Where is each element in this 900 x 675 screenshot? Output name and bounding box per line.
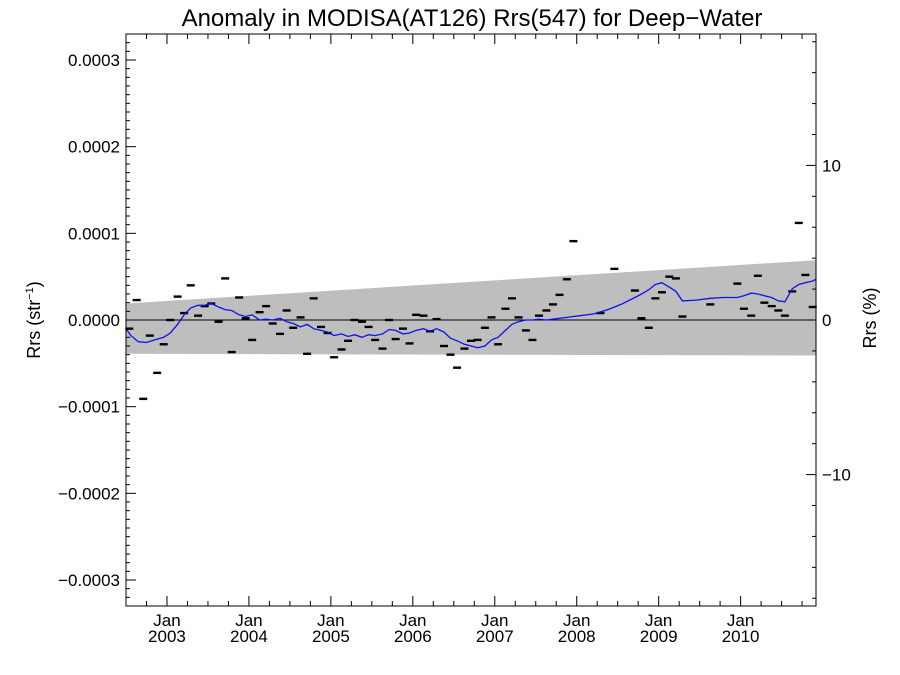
x-tick-year-label: 2003 <box>148 627 186 646</box>
axes-layer: 0.0003 0.0002 0.0001 0.0000 −0.0001 −0.0002 −0… <box>58 33 851 646</box>
x-tick-month-label: Jan <box>645 611 672 630</box>
chart-title: Anomaly in MODISA(AT126) Rrs(547) for De… <box>182 5 763 32</box>
y-left-tick-label: 0.0001 <box>68 224 120 243</box>
y-left-tick-label: 0.0003 <box>68 51 120 70</box>
x-tick-month-label: Jan <box>153 611 180 630</box>
x-tick-month-label: Jan <box>481 611 508 630</box>
confidence-band-layer <box>126 260 816 356</box>
y-left-tick-label: 0.0002 <box>68 138 120 157</box>
y-left-label-sup: −1 <box>24 287 36 300</box>
x-tick-year-label: 2004 <box>230 627 268 646</box>
y-left-tick-label: −0.0001 <box>58 398 120 417</box>
x-tick-year-label: 2007 <box>476 627 514 646</box>
y-left-tick-label: 0.0000 <box>68 311 120 330</box>
x-tick-year-label: 2005 <box>312 627 350 646</box>
running-mean-layer <box>125 278 817 349</box>
y-axis-right-label: Rrs (%) <box>860 288 880 349</box>
y-right-tick-label: 0 <box>822 311 831 330</box>
monthly-points-layer <box>125 221 817 401</box>
y-axis-left-label: Rrs (str−1) <box>24 281 44 359</box>
y-left-tick-label: −0.0003 <box>58 571 120 590</box>
labels-layer: Anomaly in MODISA(AT126) Rrs(547) for De… <box>24 5 880 359</box>
x-tick-year-label: 2006 <box>394 627 432 646</box>
running-mean-line <box>125 278 817 349</box>
x-tick-year-label: 2009 <box>640 627 678 646</box>
x-tick-month-label: Jan <box>399 611 426 630</box>
confidence-band <box>126 260 816 356</box>
x-tick-month-label: Jan <box>317 611 344 630</box>
y-right-tick-label: 10 <box>822 156 841 175</box>
y-left-tick-label: −0.0002 <box>58 484 120 503</box>
y-right-tick-label: −10 <box>822 466 851 485</box>
x-tick-year-label: 2010 <box>722 627 760 646</box>
y-left-label-close: ) <box>24 281 44 287</box>
y-left-label-base: Rrs (str <box>24 300 44 359</box>
x-tick-year-label: 2008 <box>558 627 596 646</box>
x-tick-month-label: Jan <box>563 611 590 630</box>
x-tick-month-label: Jan <box>727 611 754 630</box>
x-tick-month-label: Jan <box>235 611 262 630</box>
